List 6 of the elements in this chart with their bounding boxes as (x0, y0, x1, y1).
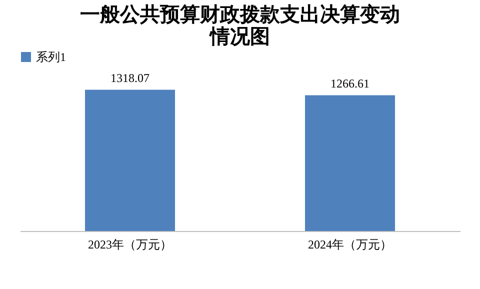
chart-title: 一般公共预算财政拨款支出决算变动情况图 (80, 3, 400, 48)
x-tick-label: 2024年（万元） (308, 238, 392, 252)
x-tick-label: 2023年（万元） (88, 238, 172, 252)
data-label: 1266.61 (330, 76, 370, 90)
data-label: 1318.07 (110, 70, 150, 85)
legend-label: 系列1 (36, 50, 66, 64)
